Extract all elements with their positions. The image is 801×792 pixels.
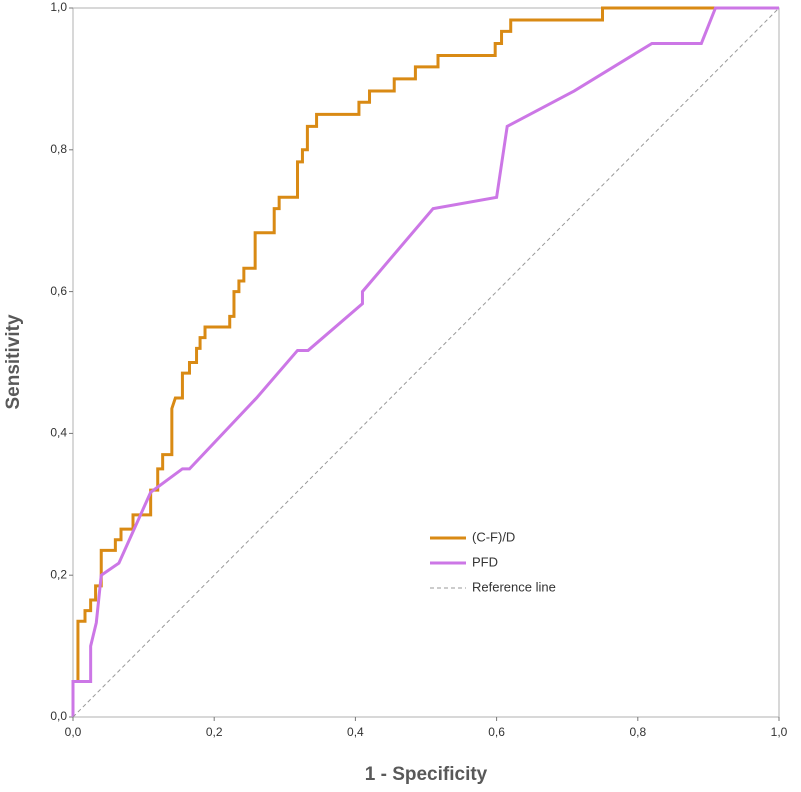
x-tick-label: 0,8 (629, 725, 646, 739)
legend-label: Reference line (472, 579, 556, 594)
y-tick-label: 0,0 (50, 709, 67, 723)
y-tick-label: 0,6 (50, 284, 67, 298)
y-tick-label: 0,4 (50, 426, 67, 440)
x-tick-label: 0,6 (488, 725, 505, 739)
y-tick-label: 0,2 (50, 567, 67, 581)
y-tick-label: 1,0 (50, 0, 67, 14)
series-line (72, 7, 780, 718)
x-tick-label: 0,0 (65, 725, 82, 739)
legend-label: (C-F)/D (472, 529, 515, 544)
x-tick-label: 1,0 (771, 725, 788, 739)
x-tick-label: 0,2 (206, 725, 223, 739)
series-line (71, 6, 779, 717)
legend-label: PFD (472, 554, 498, 569)
x-axis-title: 1 - Specificity (365, 764, 488, 785)
series-line (71, 6, 779, 717)
y-tick-label: 0,8 (50, 142, 67, 156)
x-tick-label: 0,4 (347, 725, 364, 739)
y-axis-title: Sensitivity (3, 314, 24, 409)
plot-frame (72, 7, 780, 718)
